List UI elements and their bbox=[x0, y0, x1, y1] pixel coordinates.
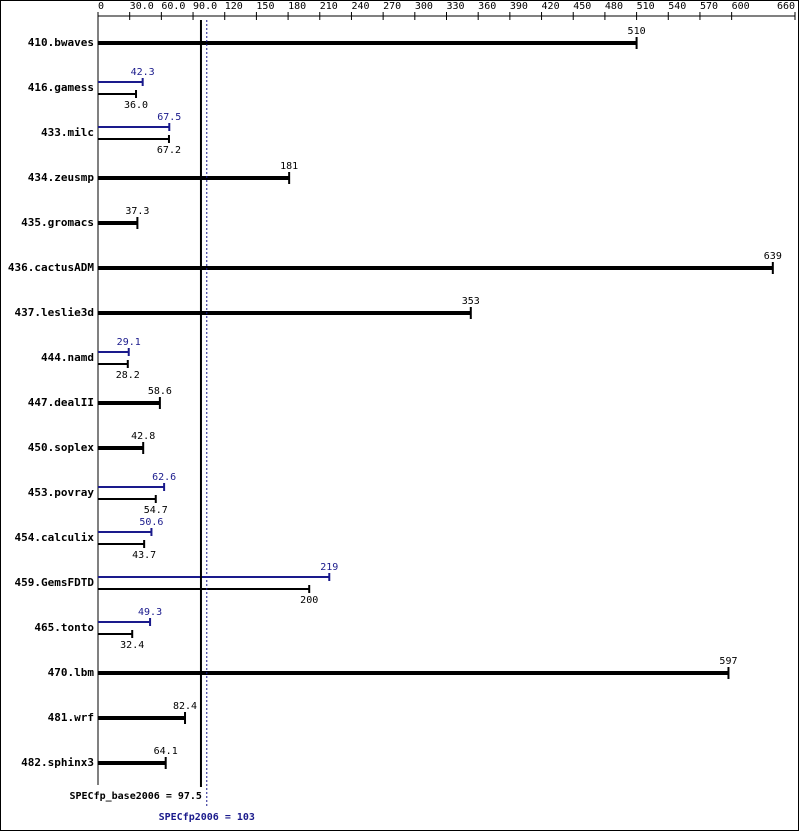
bar bbox=[98, 363, 128, 365]
category-label: 437.leslie3d bbox=[15, 306, 94, 319]
bar bbox=[98, 93, 137, 95]
bar bbox=[98, 621, 151, 623]
value-label: 37.3 bbox=[125, 206, 149, 217]
bar bbox=[98, 138, 169, 140]
x-tick-label: 180 bbox=[288, 1, 306, 12]
bar bbox=[98, 81, 143, 83]
value-label: 32.4 bbox=[120, 640, 144, 651]
x-tick-label: 360 bbox=[478, 1, 496, 12]
category-label: 459.GemsFDTD bbox=[15, 576, 95, 589]
bar bbox=[98, 486, 165, 488]
value-label: 42.8 bbox=[131, 431, 155, 442]
bar bbox=[98, 266, 773, 270]
value-label: 62.6 bbox=[152, 472, 176, 483]
value-label: 639 bbox=[764, 251, 782, 262]
value-label: 200 bbox=[300, 595, 318, 606]
category-label: 436.cactusADM bbox=[8, 261, 94, 274]
x-tick-label: 210 bbox=[320, 1, 338, 12]
value-label: 49.3 bbox=[138, 607, 162, 618]
category-label: 444.namd bbox=[41, 351, 94, 364]
bar bbox=[98, 633, 133, 635]
bar bbox=[98, 531, 152, 533]
category-label: 481.wrf bbox=[48, 711, 94, 724]
value-label: 36.0 bbox=[124, 100, 148, 111]
category-label: 450.soplex bbox=[28, 441, 95, 454]
bar bbox=[98, 498, 156, 500]
bar bbox=[98, 126, 170, 128]
bar bbox=[98, 576, 330, 578]
x-tick-label: 510 bbox=[637, 1, 655, 12]
reference-label: SPECfp_base2006 = 97.5 bbox=[70, 791, 202, 802]
reference-label: SPECfp2006 = 103 bbox=[159, 812, 255, 823]
value-label: 82.4 bbox=[173, 701, 197, 712]
category-label: 433.milc bbox=[41, 126, 94, 139]
value-label: 64.1 bbox=[154, 746, 178, 757]
bar bbox=[98, 221, 138, 225]
category-label: 416.gamess bbox=[28, 81, 94, 94]
x-tick-label: 270 bbox=[383, 1, 401, 12]
bar bbox=[98, 716, 186, 720]
category-label: 453.povray bbox=[28, 486, 95, 499]
value-label: 43.7 bbox=[132, 550, 156, 561]
value-label: 28.2 bbox=[116, 370, 140, 381]
x-tick-label: 300 bbox=[415, 1, 433, 12]
bar bbox=[98, 41, 637, 45]
value-label: 67.5 bbox=[157, 112, 181, 123]
bar bbox=[98, 761, 166, 765]
category-label: 470.lbm bbox=[48, 666, 95, 679]
bar bbox=[98, 351, 129, 353]
x-tick-label: 0 bbox=[98, 1, 104, 12]
x-tick-label: 240 bbox=[351, 1, 369, 12]
category-label: 435.gromacs bbox=[21, 216, 94, 229]
x-tick-label: 150 bbox=[256, 1, 274, 12]
category-label: 434.zeusmp bbox=[28, 171, 95, 184]
bar bbox=[98, 446, 144, 450]
value-label: 67.2 bbox=[157, 145, 181, 156]
x-tick-label: 120 bbox=[225, 1, 243, 12]
value-label: 29.1 bbox=[117, 337, 141, 348]
value-label: 597 bbox=[719, 656, 737, 667]
value-label: 58.6 bbox=[148, 386, 172, 397]
x-tick-label: 420 bbox=[542, 1, 560, 12]
bar bbox=[98, 671, 729, 675]
x-tick-label: 450 bbox=[573, 1, 591, 12]
value-label: 219 bbox=[320, 562, 338, 573]
value-label: 42.3 bbox=[131, 67, 155, 78]
category-label: 454.calculix bbox=[15, 531, 95, 544]
bar bbox=[98, 588, 310, 590]
category-label: 465.tonto bbox=[34, 621, 94, 634]
category-label: 482.sphinx3 bbox=[21, 756, 94, 769]
x-tick-label: 660 bbox=[777, 1, 795, 12]
value-label: 510 bbox=[628, 26, 646, 37]
value-label: 50.6 bbox=[139, 517, 163, 528]
value-label: 181 bbox=[280, 161, 298, 172]
bar bbox=[98, 176, 290, 180]
category-label: 410.bwaves bbox=[28, 36, 94, 49]
x-tick-label: 330 bbox=[447, 1, 465, 12]
x-tick-label: 60.0 bbox=[161, 1, 185, 12]
x-tick-label: 570 bbox=[700, 1, 718, 12]
value-label: 54.7 bbox=[144, 505, 168, 516]
bar bbox=[98, 401, 160, 405]
value-label: 353 bbox=[462, 296, 480, 307]
category-label: 447.dealII bbox=[28, 396, 94, 409]
x-tick-label: 540 bbox=[668, 1, 686, 12]
x-tick-label: 480 bbox=[605, 1, 623, 12]
x-tick-label: 600 bbox=[732, 1, 750, 12]
bar bbox=[98, 543, 145, 545]
bar bbox=[98, 311, 471, 315]
x-tick-label: 390 bbox=[510, 1, 528, 12]
x-tick-label: 30.0 bbox=[130, 1, 154, 12]
x-tick-label: 90.0 bbox=[193, 1, 217, 12]
